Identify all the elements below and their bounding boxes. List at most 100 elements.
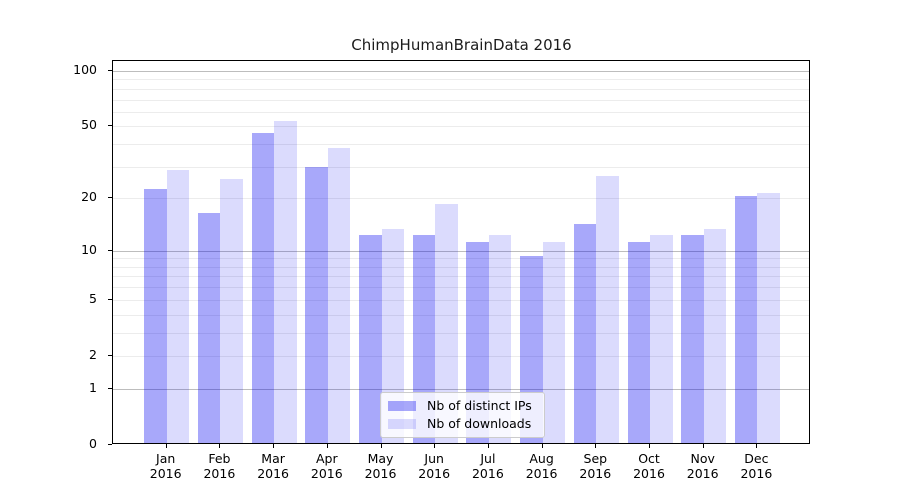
x-tick-month: Sep	[583, 451, 608, 466]
bar-downloads-jan	[166, 170, 190, 443]
y-tick-label: 2	[89, 346, 97, 362]
major-gridline	[113, 250, 809, 252]
y-tick-label: 10	[81, 241, 97, 257]
x-tick-label: Mar 2016	[245, 451, 301, 481]
x-tick-label: Sep 2016	[567, 451, 623, 481]
legend-label: Nb of distinct IPs	[427, 398, 532, 413]
bar-distinct-ips-mar	[251, 132, 275, 443]
x-tick-label: Dec 2016	[728, 451, 784, 481]
x-tick-mark	[219, 444, 221, 448]
y-tick-label: 0	[89, 436, 97, 451]
bar-distinct-ips-jun	[412, 235, 436, 443]
minor-gridline	[113, 332, 809, 334]
y-tick-label: 5	[89, 290, 97, 306]
x-tick-month: Jun	[424, 451, 444, 466]
y-tick-mark	[108, 197, 112, 199]
x-tick-year: 2016	[149, 466, 182, 481]
y-tick-label: 20	[81, 189, 97, 205]
x-tick-mark	[595, 444, 597, 448]
minor-gridline	[113, 266, 809, 268]
x-tick-year: 2016	[257, 466, 289, 481]
x-tick-label: Jan 2016	[138, 451, 194, 481]
x-tick-mark	[273, 444, 275, 448]
y-tick-label: 50	[81, 117, 97, 133]
x-tick-label: Feb 2016	[191, 451, 247, 481]
x-tick-year: 2016	[203, 466, 236, 481]
legend-label: Nb of downloads	[427, 416, 532, 431]
x-tick-mark	[756, 444, 758, 448]
x-tick-label: Aug 2016	[514, 451, 570, 481]
minor-gridline	[113, 198, 809, 200]
x-tick-label: Apr 2016	[299, 451, 355, 481]
y-tick-label: 1	[89, 379, 97, 395]
bar-downloads-nov	[703, 229, 727, 443]
bar-distinct-ips-dec	[734, 196, 758, 443]
bar-downloads-apr	[327, 148, 351, 443]
y-tick-mark	[108, 69, 112, 71]
x-tick-month: Dec	[744, 451, 769, 466]
x-tick-year: 2016	[686, 466, 719, 481]
minor-gridline	[113, 79, 809, 81]
x-tick-year: 2016	[310, 466, 343, 481]
x-tick-mark	[541, 444, 543, 448]
x-tick-label: Jun 2016	[406, 451, 462, 481]
x-tick-mark	[487, 444, 489, 448]
minor-gridline	[113, 126, 809, 128]
x-tick-month: Mar	[261, 451, 285, 466]
minor-gridline	[113, 88, 809, 90]
x-tick-mark	[165, 444, 167, 448]
minor-gridline	[113, 287, 809, 289]
chart-title: ChimpHumanBrainData 2016	[351, 36, 572, 54]
bar-distinct-ips-may	[359, 235, 382, 443]
y-tick-mark	[108, 298, 112, 300]
bar-downloads-aug	[542, 241, 566, 443]
x-tick-month: Nov	[690, 451, 715, 466]
bar-downloads-jun	[435, 204, 458, 443]
minor-gridline	[113, 299, 809, 301]
bar-distinct-ips-oct	[627, 241, 650, 443]
bar-distinct-ips-nov	[681, 235, 704, 443]
bar-downloads-feb	[220, 178, 243, 443]
x-tick-year: 2016	[471, 466, 504, 481]
x-tick-label: May 2016	[353, 451, 409, 481]
major-gridline	[113, 388, 809, 390]
legend-swatch-distinct-ips	[388, 401, 416, 411]
x-tick-year: 2016	[364, 466, 397, 481]
x-tick-year: 2016	[579, 466, 612, 481]
y-tick-mark	[108, 444, 112, 445]
y-tick-mark	[108, 387, 112, 389]
x-tick-month: Feb	[208, 451, 231, 466]
bar-distinct-ips-sep	[573, 223, 597, 443]
minor-gridline	[113, 355, 809, 357]
bar-distinct-ips-feb	[197, 213, 221, 443]
bar-downloads-oct	[650, 235, 673, 443]
minor-gridline	[113, 276, 809, 278]
bar-downloads-jul	[488, 235, 512, 443]
x-tick-month: Apr	[315, 451, 338, 466]
minor-gridline	[113, 111, 809, 113]
x-tick-year: 2016	[525, 466, 558, 481]
x-tick-mark	[380, 444, 382, 448]
minor-gridline	[113, 166, 809, 168]
bar-downloads-dec	[757, 192, 780, 443]
x-tick-year: 2016	[740, 466, 773, 481]
x-tick-mark	[326, 444, 328, 448]
y-tick-mark	[108, 249, 112, 251]
x-tick-mark	[649, 444, 650, 448]
legend-item: Nb of downloads	[388, 417, 544, 431]
legend-item: Nb of distinct IPs	[388, 399, 544, 413]
x-tick-month: Oct	[638, 451, 660, 466]
bar-distinct-ips-jan	[144, 188, 167, 443]
minor-gridline	[113, 258, 809, 260]
x-tick-mark	[434, 444, 436, 448]
bar-downloads-mar	[274, 121, 297, 443]
y-tick-mark	[108, 125, 112, 127]
bar-downloads-sep	[596, 175, 619, 443]
x-tick-year: 2016	[633, 466, 665, 481]
x-tick-label: Oct 2016	[621, 451, 677, 481]
x-tick-month: May	[367, 451, 394, 466]
y-tick-label: 100	[73, 61, 97, 77]
minor-gridline	[113, 144, 809, 146]
minor-gridline	[113, 99, 809, 101]
